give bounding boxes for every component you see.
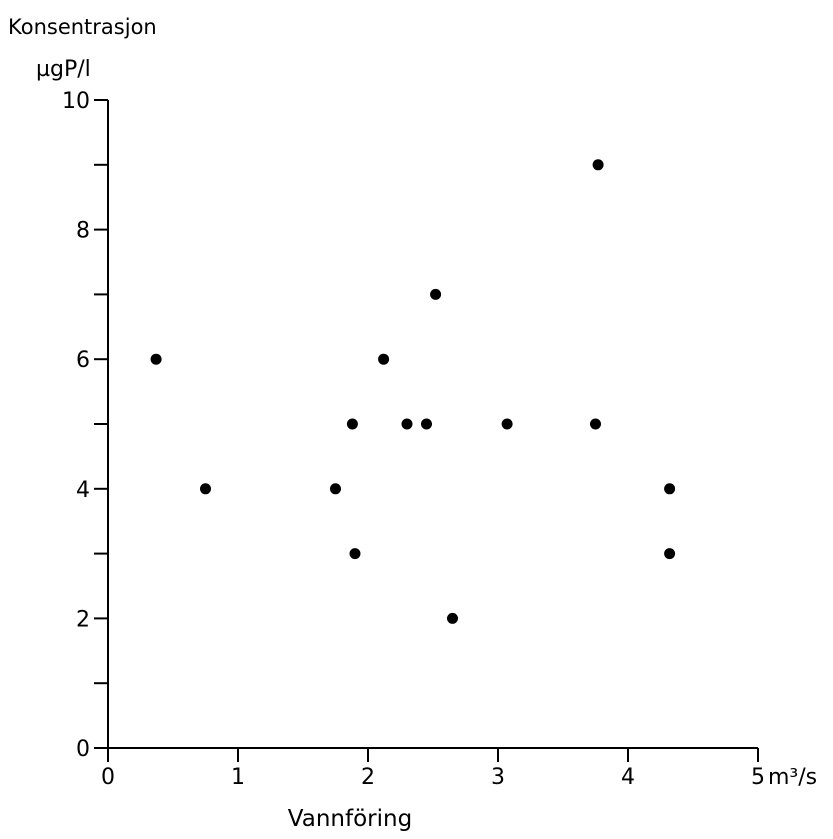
- x-tick-label: 1: [231, 765, 245, 790]
- y-tick-label: 10: [62, 89, 90, 114]
- x-ticks: 0 1 2 3 4 5: [101, 748, 765, 790]
- data-point: [150, 353, 162, 365]
- data-point: [590, 418, 601, 430]
- x-tick-label: 0: [101, 765, 115, 790]
- x-tick-label: 2: [361, 765, 375, 790]
- data-point: [592, 159, 604, 171]
- y-ticks: 0 2 4 6 8 10: [62, 89, 108, 762]
- data-point: [664, 483, 676, 495]
- data-point: [349, 548, 361, 560]
- data-point: [330, 483, 341, 495]
- y-tick-label: 4: [76, 478, 90, 503]
- y-tick-label: 8: [76, 219, 90, 244]
- x-axis-unit: m³/s: [768, 765, 817, 790]
- x-tick-label: 3: [491, 765, 505, 790]
- data-point: [401, 418, 413, 430]
- data-point: [430, 288, 442, 300]
- data-point: [200, 483, 211, 495]
- y-tick-label: 0: [76, 737, 90, 762]
- axes: [107, 100, 758, 749]
- data-point: [421, 418, 432, 430]
- data-point: [501, 418, 513, 430]
- x-axis-label: Vannföring: [288, 806, 412, 832]
- y-axis-unit: µgP/l: [36, 57, 91, 82]
- y-tick-label: 2: [76, 607, 90, 632]
- data-points: [150, 159, 676, 624]
- data-point: [346, 418, 358, 430]
- x-tick-label: 4: [621, 765, 635, 790]
- x-tick-label: 5: [751, 765, 765, 790]
- data-point: [664, 548, 676, 560]
- data-point: [447, 612, 458, 624]
- y-axis-label: Konsentrasjon: [8, 15, 157, 39]
- y-tick-label: 6: [76, 348, 90, 373]
- data-point: [378, 353, 390, 365]
